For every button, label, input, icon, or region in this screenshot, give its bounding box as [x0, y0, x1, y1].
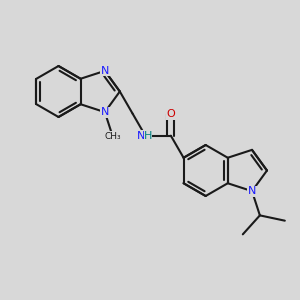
Text: H: H [144, 131, 152, 141]
Text: N: N [100, 66, 109, 76]
Text: O: O [167, 109, 175, 119]
Text: N: N [100, 107, 109, 117]
Text: N: N [248, 186, 256, 196]
Text: CH₃: CH₃ [104, 132, 121, 141]
Text: N: N [137, 131, 145, 141]
